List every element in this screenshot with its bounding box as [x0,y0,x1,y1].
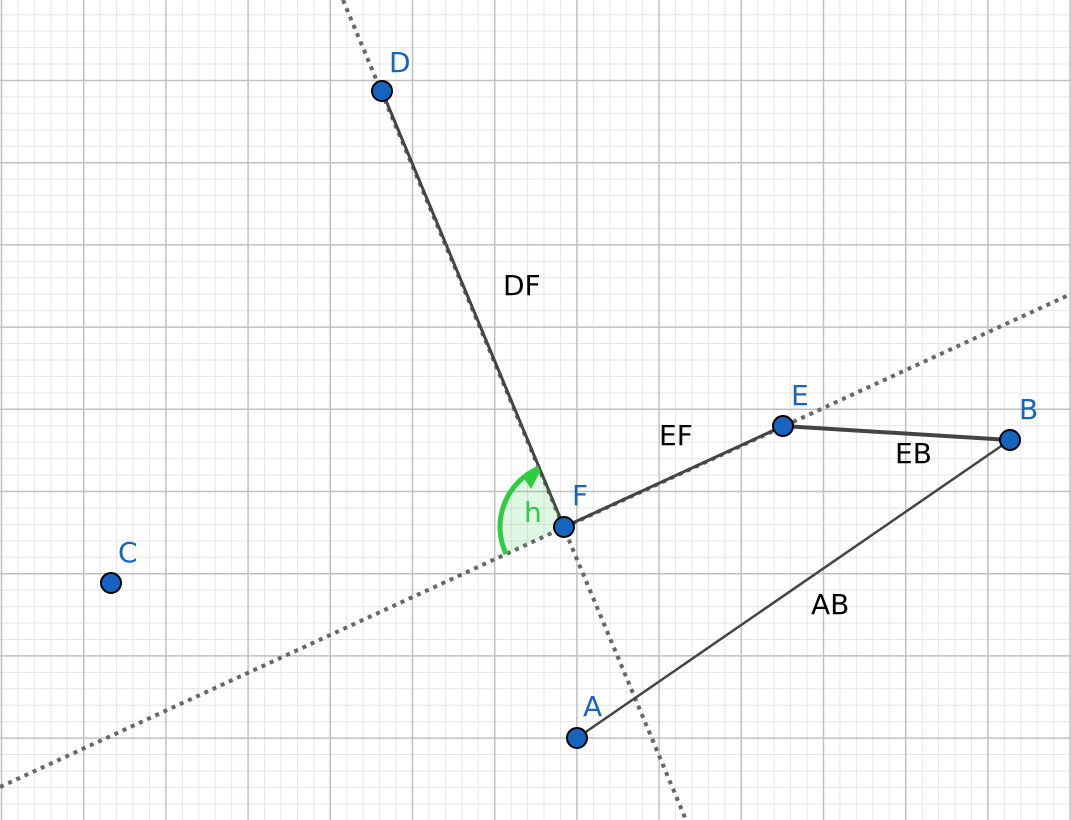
segment-ef[interactable] [563,424,784,529]
segment-ef-label: EF [659,419,693,452]
segment-df[interactable] [380,90,566,528]
segment-eb-label: EB [895,437,932,470]
segment-df-label: DF [503,269,541,302]
angle-h-wedge [499,468,564,554]
point-c[interactable] [100,572,122,594]
line-through-e-f[interactable] [0,292,1071,789]
point-d-label: D [389,46,411,79]
angle-h-label: h [524,496,542,529]
point-a[interactable] [566,727,588,749]
point-f-label: F [572,479,588,512]
angle-h[interactable]: h [497,465,564,556]
point-a-label: A [583,690,602,723]
segment-ab-label: AB [811,588,849,621]
segment-eb[interactable] [782,424,1011,442]
point-f[interactable] [553,516,575,538]
point-e[interactable] [772,415,794,437]
point-b[interactable] [999,429,1021,451]
point-b-label: B [1019,393,1038,426]
angle-h-arc [497,465,540,556]
point-c-label: C [118,536,138,569]
segment-ab[interactable] [576,438,1011,740]
point-d[interactable] [371,80,393,102]
point-e-label: E [791,379,809,412]
angle-h-arrow-icon [523,470,541,489]
